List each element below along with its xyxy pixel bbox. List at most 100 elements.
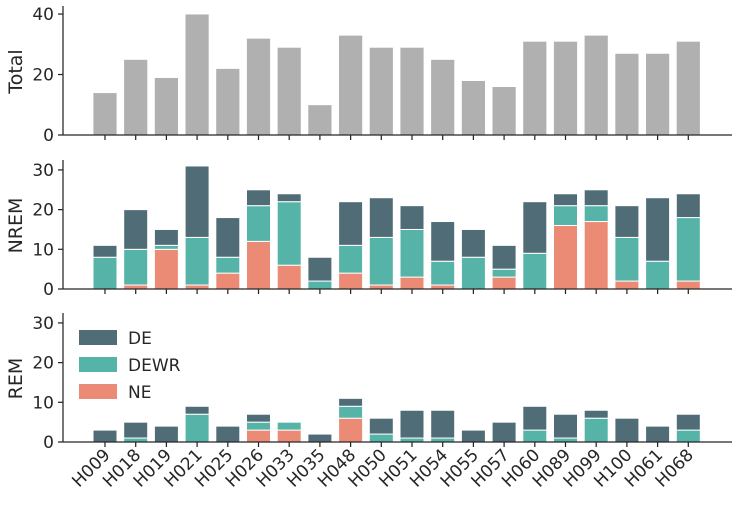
bar-rem-de-H057 <box>491 421 517 443</box>
bar-rem-de-H100 <box>614 417 640 443</box>
bar-nrem-de-H048 <box>338 201 364 246</box>
bar-rem-de-H035 <box>307 433 333 443</box>
bar-total-total-H089 <box>553 40 578 136</box>
bar-rem-de-H026 <box>246 413 271 423</box>
bar-rem-dewr-H099 <box>583 417 609 443</box>
bar-nrem-de-H089 <box>553 193 578 207</box>
bar-nrem-dewr-H061 <box>645 260 671 290</box>
bar-total-total-H050 <box>368 46 394 136</box>
panel-rem: 0102030REMH009H018H019H021H025H026H033H0… <box>5 313 732 492</box>
bar-nrem-ne-H051 <box>399 276 425 290</box>
y-tick-label-nrem-30: 30 <box>32 161 54 181</box>
bar-nrem-dewr-H019 <box>153 244 179 250</box>
bar-nrem-dewr-H018 <box>123 248 149 286</box>
bar-total-total-H060 <box>522 40 548 136</box>
bar-nrem-de-H068 <box>675 193 701 219</box>
legend-swatch-de <box>79 330 117 345</box>
bar-nrem-de-H050 <box>368 197 394 238</box>
bar-nrem-dewr-H057 <box>491 268 517 278</box>
y-tick-label-nrem-10: 10 <box>32 240 54 260</box>
bar-rem-de-H051 <box>399 409 425 439</box>
bar-nrem-dewr-H050 <box>368 236 394 286</box>
y-tick-label-nrem-0: 0 <box>43 280 54 300</box>
bar-nrem-de-H051 <box>399 205 425 230</box>
bar-rem-dewr-H048 <box>338 405 364 419</box>
bar-rem-de-H025 <box>215 425 241 443</box>
bar-rem-de-H055 <box>460 429 486 443</box>
bar-total-total-H025 <box>215 68 241 136</box>
bar-nrem-ne-H099 <box>583 221 609 290</box>
bar-total-total-H068 <box>675 40 701 136</box>
bar-nrem-de-H019 <box>153 228 179 246</box>
bar-nrem-de-H060 <box>522 201 548 254</box>
bar-nrem-dewr-H099 <box>583 205 609 223</box>
bar-nrem-dewr-H055 <box>460 256 486 290</box>
bar-rem-dewr-H068 <box>675 429 701 443</box>
y-axis-label-nrem: NREM <box>5 198 27 254</box>
bar-nrem-ne-H048 <box>338 272 364 290</box>
legend-swatch-ne <box>79 384 117 399</box>
bar-rem-ne-H026 <box>246 429 271 443</box>
bar-rem-dewr-H033 <box>276 421 302 431</box>
y-axis-label-rem: REM <box>5 358 27 400</box>
bar-nrem-dewr-H100 <box>614 236 640 282</box>
bar-nrem-dewr-H060 <box>522 252 548 290</box>
bar-rem-de-H009 <box>92 429 118 443</box>
bar-nrem-dewr-H026 <box>246 205 271 242</box>
y-tick-label-rem-20: 20 <box>32 354 54 374</box>
bar-rem-de-H061 <box>645 425 671 443</box>
bar-total-total-H021 <box>184 13 210 136</box>
bar-nrem-dewr-H051 <box>399 228 425 278</box>
bar-nrem-dewr-H035 <box>307 280 333 290</box>
bar-nrem-ne-H089 <box>553 225 578 290</box>
bar-nrem-ne-H068 <box>675 280 701 290</box>
bar-total-total-H018 <box>123 59 149 136</box>
bar-total-total-H035 <box>307 104 333 136</box>
y-tick-label-rem-0: 0 <box>43 433 54 453</box>
y-tick-label-total-0: 0 <box>43 126 54 146</box>
y-tick-label-total-40: 40 <box>32 5 54 25</box>
bar-rem-de-H068 <box>675 413 701 431</box>
bar-nrem-ne-H057 <box>491 276 517 290</box>
bar-total-total-H057 <box>491 86 517 136</box>
bar-rem-de-H099 <box>583 409 609 419</box>
bar-total-total-H099 <box>583 34 609 136</box>
bar-nrem-dewr-H025 <box>215 256 241 274</box>
bar-rem-de-H019 <box>153 425 179 443</box>
bar-nrem-de-H033 <box>276 193 302 203</box>
bar-rem-dewr-H060 <box>522 429 548 443</box>
y-tick-label-total-20: 20 <box>32 66 54 86</box>
bar-rem-dewr-H021 <box>184 413 210 443</box>
y-axis-label-total: Total <box>5 49 27 94</box>
bar-nrem-de-H025 <box>215 217 241 258</box>
bar-nrem-dewr-H009 <box>92 256 118 290</box>
bar-total-total-H033 <box>276 46 302 136</box>
bar-nrem-de-H021 <box>184 165 210 238</box>
bar-total-total-H100 <box>614 52 640 136</box>
y-tick-label-rem-30: 30 <box>32 314 54 334</box>
legend-swatch-dewr <box>79 357 117 372</box>
bar-nrem-ne-H033 <box>276 264 302 290</box>
bar-nrem-dewr-H054 <box>430 260 456 286</box>
bar-nrem-de-H035 <box>307 256 333 282</box>
bar-rem-de-H048 <box>338 397 364 407</box>
bar-nrem-de-H057 <box>491 244 517 270</box>
bar-total-total-H026 <box>246 37 271 136</box>
bar-nrem-de-H018 <box>123 209 149 250</box>
bar-nrem-dewr-H068 <box>675 217 701 282</box>
bar-rem-ne-H033 <box>276 429 302 443</box>
bar-rem-ne-H048 <box>338 417 364 443</box>
bar-rem-de-H060 <box>522 405 548 431</box>
y-tick-label-rem-10: 10 <box>32 393 54 413</box>
bar-total-total-H061 <box>645 52 670 136</box>
bar-nrem-ne-H100 <box>614 280 640 290</box>
bar-nrem-dewr-H048 <box>338 244 364 274</box>
bar-total-total-H055 <box>460 80 486 136</box>
bar-nrem-ne-H019 <box>153 248 179 290</box>
bar-total-total-H051 <box>399 46 425 136</box>
legend-label-dewr: DEWR <box>128 356 181 376</box>
bar-total-total-H054 <box>430 59 456 136</box>
bar-nrem-de-H055 <box>460 228 486 258</box>
bar-rem-de-H018 <box>123 421 149 439</box>
